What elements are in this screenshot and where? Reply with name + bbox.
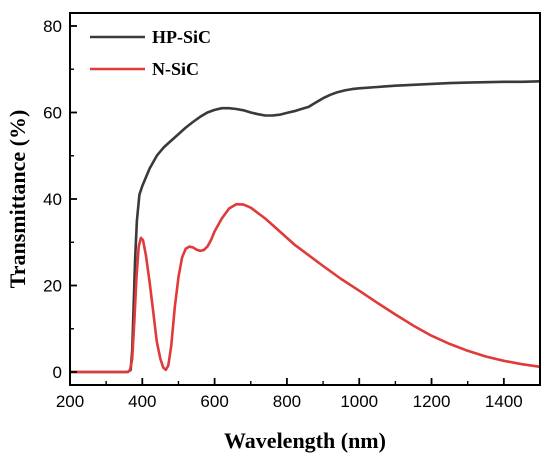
x-tick-label: 200 <box>56 392 84 411</box>
y-tick-label: 0 <box>53 363 62 382</box>
y-axis-title: Transmittance (%) <box>5 110 30 289</box>
x-tick-label: 600 <box>200 392 228 411</box>
y-tick-label: 60 <box>43 103 62 122</box>
y-tick-label: 80 <box>43 17 62 36</box>
x-tick-label: 800 <box>273 392 301 411</box>
x-tick-label: 400 <box>128 392 156 411</box>
series-layer <box>70 80 541 374</box>
y-tick-label: 20 <box>43 277 62 296</box>
ticks-layer: 200 400 600 800 1000 1200 1400 0 20 40 60 80 <box>43 17 523 411</box>
x-tick-label: 1200 <box>413 392 451 411</box>
series-line-hp-sic <box>70 80 541 374</box>
legend-label: HP-SiC <box>152 27 211 47</box>
x-tick-label: 1000 <box>340 392 378 411</box>
series-line-n-sic <box>70 202 541 374</box>
y-tick-label: 40 <box>43 190 62 209</box>
x-axis-title: Wavelength (nm) <box>224 428 386 453</box>
legend: HP-SiC N-SiC <box>90 27 211 79</box>
x-tick-label: 1400 <box>485 392 523 411</box>
legend-label: N-SiC <box>152 59 199 79</box>
